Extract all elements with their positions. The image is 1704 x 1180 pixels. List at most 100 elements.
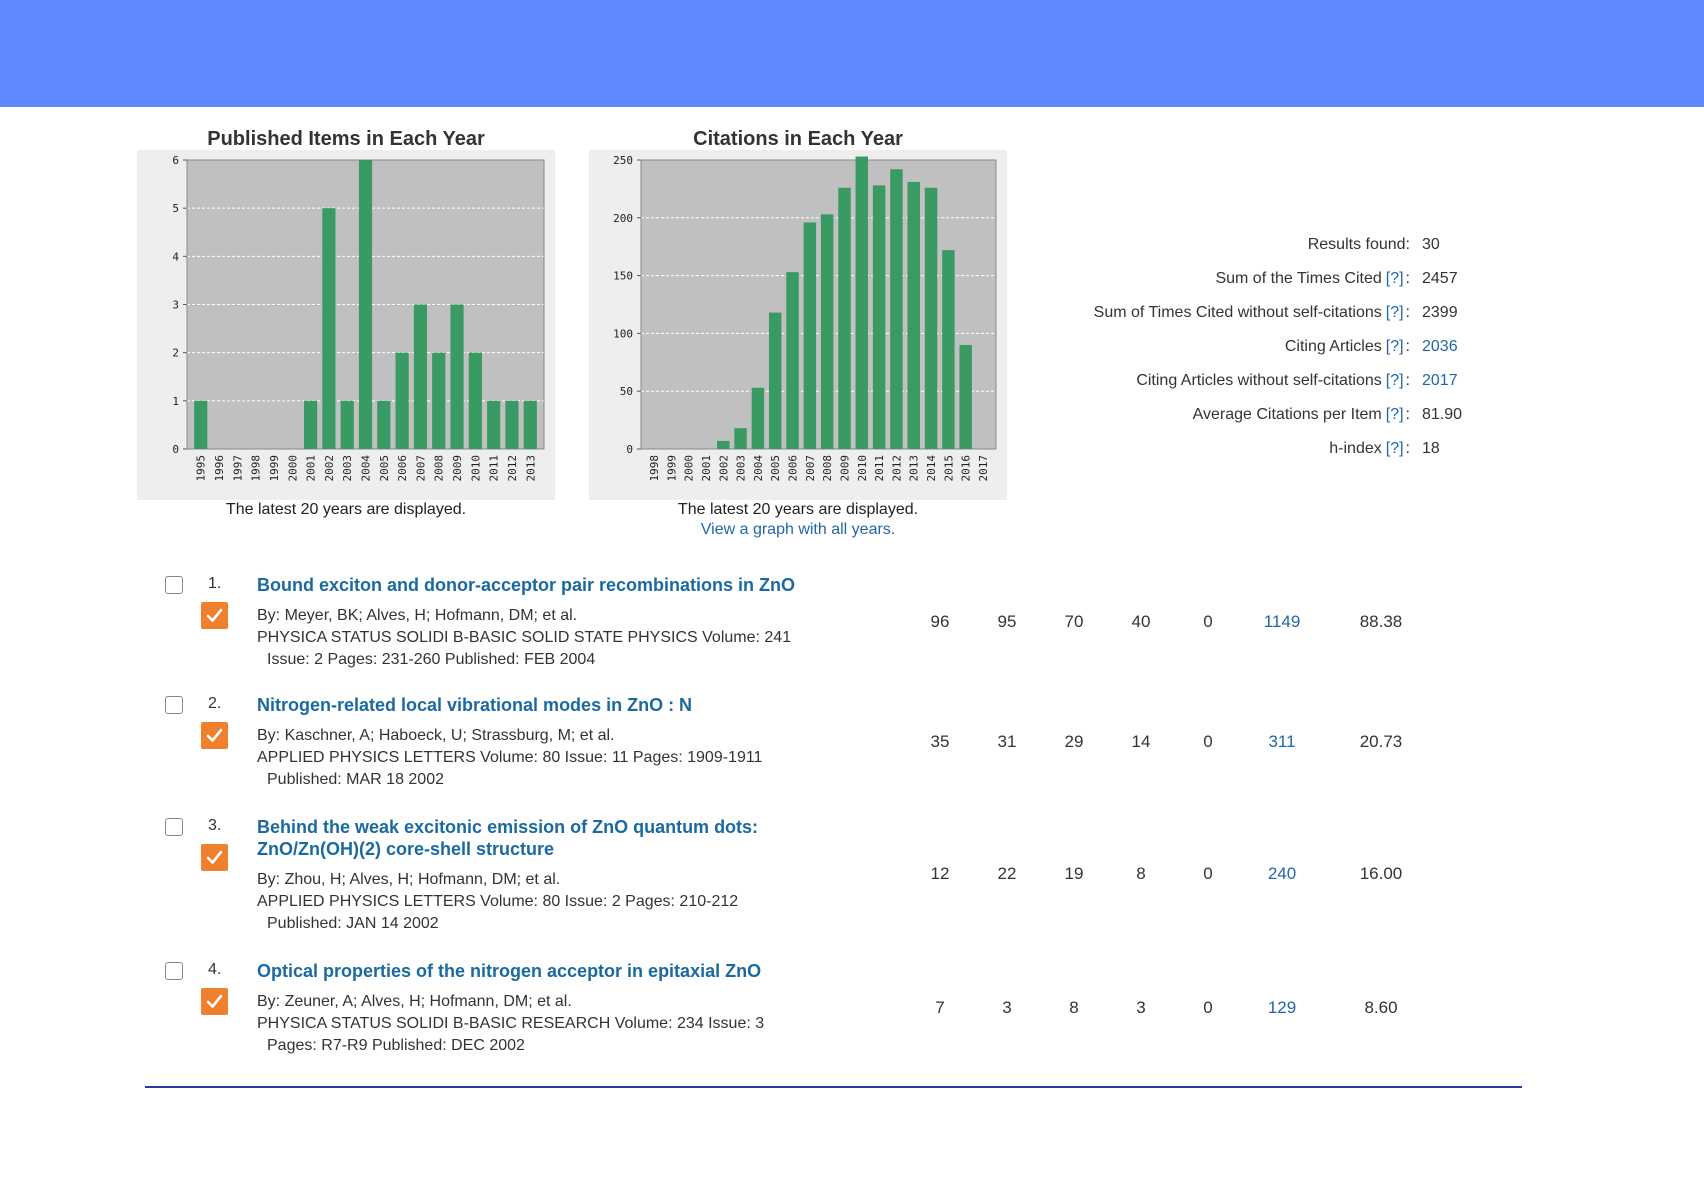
marked-checkbox-icon[interactable] — [201, 722, 228, 749]
source-info: Issue: 2 Pages: 231-260 Published: FEB 2… — [267, 651, 596, 668]
bar — [505, 400, 519, 449]
year-citation-count: 0 — [1203, 612, 1213, 631]
bar — [751, 387, 765, 449]
x-tick-label: 1998 — [648, 455, 661, 482]
stat-value: 2399 — [1422, 304, 1458, 321]
colon: : — [1405, 304, 1410, 321]
bar — [413, 304, 428, 449]
colon: : — [1405, 270, 1410, 287]
marked-checkbox-icon[interactable] — [201, 988, 228, 1015]
view-all-years-link[interactable]: View a graph with all years. — [700, 521, 896, 538]
year-citation-count: 31 — [997, 732, 1017, 751]
help-link[interactable]: [?] — [1385, 338, 1404, 355]
bar — [959, 344, 972, 449]
chart-caption: The latest 20 years are displayed. — [225, 501, 467, 518]
citing-without-self-link[interactable]: 2017 — [1422, 372, 1458, 389]
article-title-link[interactable]: Bound exciton and donor-acceptor pair re… — [257, 574, 897, 596]
article-title-link[interactable]: Behind the weak excitonic emission of Zn… — [257, 816, 897, 860]
y-tick-label: 150 — [613, 270, 633, 283]
x-tick-label: 2006 — [396, 455, 409, 482]
total-citations-link[interactable]: 311 — [1268, 732, 1296, 751]
stat-value: 2457 — [1422, 270, 1458, 287]
x-tick-label: 2002 — [717, 455, 730, 482]
y-tick-label: 100 — [613, 327, 633, 340]
bar — [377, 400, 391, 449]
y-tick-label: 4 — [172, 250, 179, 263]
select-checkbox[interactable] — [165, 962, 183, 980]
bar — [340, 400, 354, 449]
stat-value: 30 — [1422, 236, 1440, 253]
select-checkbox[interactable] — [165, 576, 183, 594]
x-tick-label: 1998 — [250, 455, 263, 482]
year-citation-count: 35 — [930, 732, 950, 751]
x-tick-label: 2008 — [433, 455, 446, 482]
total-citations-link[interactable]: 129 — [1267, 998, 1297, 1017]
total-citations-link[interactable]: 240 — [1267, 864, 1297, 883]
x-tick-label: 2009 — [451, 455, 464, 482]
y-tick-label: 3 — [172, 299, 179, 312]
help-link[interactable]: [?] — [1385, 440, 1404, 457]
chart-frame: 0 1 2 3 4 5 6 1995 1996 1997 1998 1999 2000 2001 2002 2… — [137, 150, 555, 500]
y-tick-label: 250 — [613, 154, 633, 167]
citations-bar-chart: 0 50 100 150 200 250 1998 1999 2000 2001 2002 2003 2… — [613, 154, 997, 482]
select-checkbox[interactable] — [165, 818, 183, 836]
title-line: Optical properties of the nitrogen accep… — [257, 961, 762, 981]
stat-sum-without-self: Sum of Times Cited without self-citation… — [1094, 304, 1460, 326]
article-title-link[interactable]: Optical properties of the nitrogen accep… — [257, 960, 897, 982]
average-per-year: 88.38 — [1359, 612, 1403, 631]
x-tick-label: 2010 — [856, 455, 869, 482]
x-tick-label: 2000 — [286, 455, 299, 482]
help-link[interactable]: [?] — [1385, 406, 1404, 423]
year-citation-count: 7 — [935, 998, 945, 1017]
published-items-chart: Published Items in Each Year 0 1 2 3 4 5 6 1995… — [137, 124, 555, 524]
stat-citing-without-self: Citing Articles without self-citations [… — [1136, 372, 1460, 394]
bar — [855, 156, 869, 450]
bar — [838, 187, 851, 449]
y-tick-label: 1 — [172, 395, 179, 408]
select-checkbox[interactable] — [165, 696, 183, 714]
marked-checkbox-icon[interactable] — [201, 602, 228, 629]
bar — [872, 185, 886, 449]
source-info: PHYSICA STATUS SOLIDI B-BASIC RESEARCH V… — [257, 1015, 765, 1032]
authors: By: Kaschner, A; Haboeck, U; Strassburg,… — [257, 727, 615, 744]
article-title-link[interactable]: Nitrogen-related local vibrational modes… — [257, 694, 897, 716]
x-tick-label: 2013 — [908, 455, 921, 482]
year-citation-count: 3 — [1002, 998, 1012, 1017]
year-citation-count: 8 — [1136, 864, 1146, 883]
result-number: 4. — [208, 961, 222, 978]
total-citations-link[interactable]: 1149 — [1263, 612, 1301, 631]
year-citation-count: 8 — [1069, 998, 1079, 1017]
stat-citing-articles: Citing Articles [?] : 2036 — [1285, 338, 1460, 360]
citing-articles-link[interactable]: 2036 — [1422, 338, 1458, 355]
x-tick-label: 1999 — [268, 455, 281, 482]
help-link[interactable]: [?] — [1385, 270, 1404, 287]
authors: By: Zhou, H; Alves, H; Hofmann, DM; et a… — [257, 871, 561, 888]
source-info: APPLIED PHYSICS LETTERS Volume: 80 Issue… — [257, 893, 739, 910]
year-citation-count: 40 — [1131, 612, 1151, 631]
stat-sum-times-cited: Sum of the Times Cited [?] : 2457 — [1215, 270, 1460, 292]
stat-label: Average Citations per Item — [1192, 406, 1382, 423]
top-banner — [0, 0, 1704, 107]
y-tick-label: 5 — [172, 202, 179, 215]
source-info: Pages: R7-R9 Published: DEC 2002 — [267, 1037, 525, 1054]
bar — [942, 250, 955, 449]
marked-checkbox-icon[interactable] — [201, 844, 228, 871]
x-tick-label: 2005 — [769, 455, 782, 482]
x-tick-label: 2004 — [752, 455, 765, 482]
bar — [468, 352, 482, 449]
title-line: Behind the weak excitonic emission of Zn… — [257, 817, 759, 837]
citations-chart: Citations in Each Year 0 50 100 150 200 250 19… — [589, 124, 1007, 544]
x-tick-label: 2011 — [873, 455, 886, 482]
x-tick-label: 2006 — [787, 455, 800, 482]
stat-value: 18 — [1422, 440, 1440, 457]
stat-results-found: Results found: 30 — [1308, 236, 1460, 258]
x-tick-label: 2010 — [469, 455, 482, 482]
x-tick-label: 2005 — [378, 455, 391, 482]
help-link[interactable]: [?] — [1385, 372, 1404, 389]
stat-label: Citing Articles without self-citations — [1136, 372, 1382, 389]
x-tick-label: 2007 — [414, 455, 427, 482]
help-link[interactable]: [?] — [1385, 304, 1404, 321]
x-tick-label: 2004 — [360, 455, 373, 482]
stat-label: Sum of Times Cited without self-citation… — [1093, 304, 1382, 321]
bar — [734, 428, 747, 449]
